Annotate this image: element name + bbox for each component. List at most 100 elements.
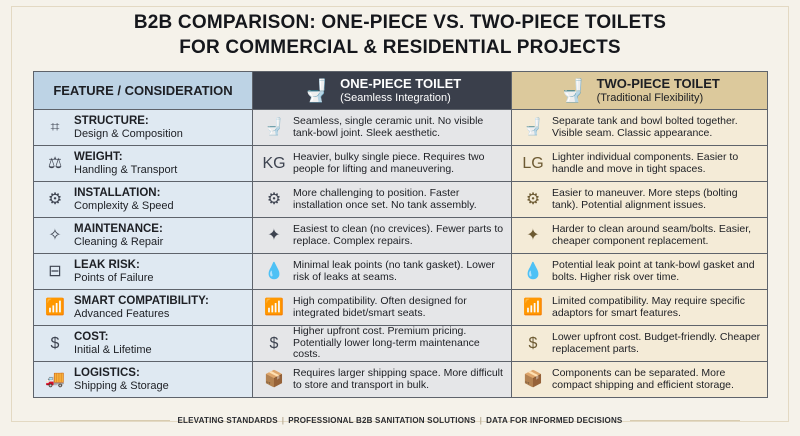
one-piece-text: Easiest to clean (no crevices). Fewer pa… [293,223,504,247]
smart-toilet-icon: 📶 [45,298,65,316]
gear-wrench-icon: ⚙ [266,190,282,208]
two-piece-text: Harder to clean around seam/bolts. Easie… [552,223,752,247]
footer-item: ELEVATING STANDARDS [177,416,278,425]
table-row: $ COST: Initial & Lifetime $ Higher upfro… [33,325,768,362]
coins-icon: $ [50,334,60,352]
lg-weight-icon: LG [522,154,544,172]
one-piece-title: ONE-PIECE TOILET [340,75,462,91]
feature-sublabel: Handling & Transport [74,164,178,176]
title-line-2: FOR COMMERCIAL & RESIDENTIAL PROJECTS [179,37,621,58]
feature-cell: ✧ MAINTENANCE: Cleaning & Repair [33,217,253,254]
broom-icon: ✧ [48,226,62,244]
feature-cell: 🚚 LOGISTICS: Shipping & Storage [33,361,253,398]
one-piece-text: Seamless, single ceramic unit. No visibl… [293,115,484,139]
two-piece-subtitle: (Traditional Flexibility) [596,91,704,104]
feature-cell: ⌗ STRUCTURE: Design & Composition [33,109,253,146]
one-piece-text: High compatibility. Often designed for i… [293,295,467,319]
footer: ELEVATING STANDARDS | PROFESSIONAL B2B SAN… [0,416,800,426]
feature-sublabel: Cleaning & Repair [74,236,164,248]
two-piece-cell: ⚙ Easier to maneuver. More steps (boltin… [511,181,768,218]
gear-wrench-icon: ⚙ [47,190,63,208]
two-piece-cell: $ Lower upfront cost. Budget-friendly. C… [511,325,768,362]
feature-cell: 📶 SMART COMPATIBILITY: Advanced Features [33,289,253,326]
two-piece-cell: ✦ Harder to clean around seam/bolts. Eas… [511,217,768,254]
feature-label: SMART COMPATIBILITY: [74,295,209,307]
one-piece-text: Minimal leak points (no tank gasket). Lo… [293,259,495,283]
footer-item: PROFESSIONAL B2B SANITATION SOLUTIONS [288,416,476,425]
comparison-table: FEATURE / CONSIDERATION 🚽 ONE-PIECE TOIL… [33,71,768,398]
water-drop-icon: 💧 [523,262,543,280]
two-piece-cell: 📶 Limited compatibility. May require spe… [511,289,768,326]
two-piece-text: Separate tank and bowl bolted together. … [552,115,738,139]
feature-column-header: FEATURE / CONSIDERATION [33,71,253,110]
one-piece-cell: ⚙ More challenging to position. Faster i… [252,181,512,218]
two-piece-cell: LG Lighter individual components. Easier… [511,145,768,182]
feature-cell: $ COST: Initial & Lifetime [33,325,253,362]
hand-coin-icon: $ [528,334,538,352]
table-row: 🚚 LOGISTICS: Shipping & Storage 📦 Require… [33,361,768,398]
smart-toilet-icon: 📶 [264,298,284,316]
feature-label: MAINTENANCE: [74,223,163,235]
steps-gear-icon: ⚙ [525,190,541,208]
one-piece-text: Higher upfront cost. Premium pricing. Po… [293,325,480,361]
table-row: ⊟ LEAK RISK: Points of Failure 💧 Minimal … [33,253,768,290]
cleaning-glove-icon: ✦ [526,226,540,244]
table-row: ✧ MAINTENANCE: Cleaning & Repair ✦ Easies… [33,217,768,254]
feature-sublabel: Design & Composition [74,128,183,140]
one-piece-cell: 📶 High compatibility. Often designed for… [252,289,512,326]
one-piece-cell: 📦 Requires larger shipping space. More d… [252,361,512,398]
one-piece-cell: ✦ Easiest to clean (no crevices). Fewer … [252,217,512,254]
feature-cell: ⚙ INSTALLATION: Complexity & Speed [33,181,253,218]
divider [630,420,741,422]
two-piece-text: Lower upfront cost. Budget-friendly. Che… [552,331,761,355]
one-piece-cell: 🚽 Seamless, single ceramic unit. No visi… [252,109,512,146]
page-frame [11,6,789,422]
table-row: 📶 SMART COMPATIBILITY: Advanced Features … [33,289,768,326]
footer-item: DATA FOR INFORMED DECISIONS [486,416,623,425]
two-piece-title: TWO-PIECE TOILET [596,75,720,91]
pipe-leak-icon: ⊟ [48,262,62,280]
feature-label: LEAK RISK: [74,259,140,271]
page-title: B2B COMPARISON: ONE-PIECE VS. TWO-PIECE … [0,10,800,60]
one-piece-text: More challenging to position. Faster ins… [293,187,477,211]
feature-sublabel: Advanced Features [74,308,170,320]
two-piece-cell: 💧 Potential leak point at tank-bowl gask… [511,253,768,290]
feature-sublabel: Initial & Lifetime [74,344,152,356]
feature-cell: ⊟ LEAK RISK: Points of Failure [33,253,253,290]
two-piece-text: Easier to maneuver. More steps (bolting … [552,187,738,211]
scale-icon: ⚖ [47,154,63,172]
toilet-icon: 🚽 [264,118,284,136]
feature-sublabel: Shipping & Storage [74,380,169,392]
one-piece-column-header: 🚽 ONE-PIECE TOILET (Seamless Integration) [252,71,512,110]
toilet-icon: 🚽 [559,77,587,103]
feature-cell: ⚖ WEIGHT: Handling & Transport [33,145,253,182]
feature-label: INSTALLATION: [74,187,161,199]
one-piece-cell: 💧 Minimal leak points (no tank gasket). … [252,253,512,290]
two-piece-cell: 🚽 Separate tank and bowl bolted together… [511,109,768,146]
table-row: ⌗ STRUCTURE: Design & Composition 🚽 Seaml… [33,109,768,146]
smart-toilet-icon: 📶 [523,298,543,316]
one-piece-text: Requires larger shipping space. More dif… [293,367,503,391]
kg-weight-icon: KG [262,154,286,172]
one-piece-text: Heavier, bulky single piece. Requires tw… [293,151,485,175]
two-piece-text: Limited compatibility. May require speci… [552,295,745,319]
feature-label: STRUCTURE: [74,115,149,127]
title-line-1: B2B COMPARISON: ONE-PIECE VS. TWO-PIECE … [133,12,667,33]
frame-icon: ⌗ [50,118,60,136]
two-piece-text: Lighter individual components. Easier to… [552,151,739,175]
box-icon: 📦 [264,370,284,388]
table-row: ⚙ INSTALLATION: Complexity & Speed ⚙ More… [33,181,768,218]
two-piece-text: Potential leak point at tank-bowl gasket… [552,259,755,283]
toilet-icon: 🚽 [523,118,543,136]
feature-sublabel: Points of Failure [74,272,154,284]
water-drop-icon: 💧 [264,262,284,280]
feature-label: LOGISTICS: [74,367,140,379]
feature-label: WEIGHT: [74,151,123,163]
cleaning-glove-icon: ✦ [267,226,281,244]
box-icon: 📦 [523,370,543,388]
truck-icon: 🚚 [45,370,65,388]
two-piece-column-header: 🚽 TWO-PIECE TOILET (Traditional Flexibili… [511,71,768,110]
header-row: FEATURE / CONSIDERATION 🚽 ONE-PIECE TOIL… [33,71,768,110]
table-row: ⚖ WEIGHT: Handling & Transport KG Heavier… [33,145,768,182]
one-piece-subtitle: (Seamless Integration) [340,91,451,104]
